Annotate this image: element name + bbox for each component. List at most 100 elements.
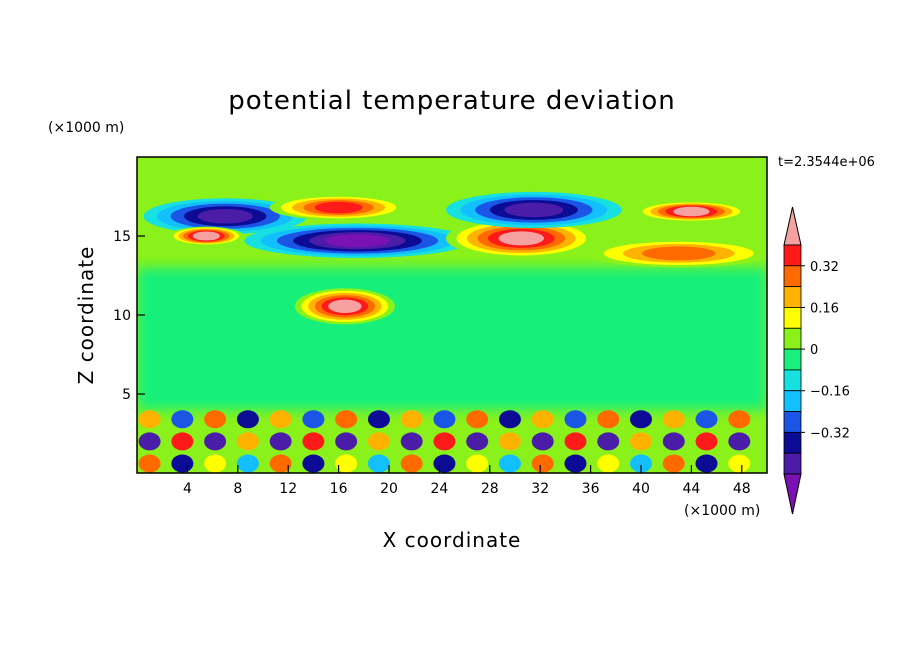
feature-7-level-6	[673, 206, 710, 217]
cell	[597, 454, 620, 473]
y-tick-label: 5	[122, 387, 131, 403]
cell	[367, 454, 390, 473]
cell	[564, 454, 587, 473]
x-tick-label: 32	[531, 481, 549, 497]
y-axis: 5 10 15	[113, 229, 145, 403]
feature-layer	[143, 191, 767, 325]
cell	[597, 432, 620, 451]
time-label: t=2.3544e+06	[778, 155, 875, 170]
cell	[531, 454, 554, 473]
boundary-layer-cells	[138, 410, 751, 473]
cell	[630, 432, 652, 451]
colorbar: 0.32 0.16 0 −0.16 −0.32	[783, 206, 850, 515]
colorbar-box	[783, 307, 802, 329]
x-tick-label: 36	[582, 481, 600, 497]
cell	[138, 432, 161, 451]
feature-4-level-6	[498, 231, 545, 246]
contour-field	[137, 157, 767, 473]
cell	[171, 454, 194, 473]
x-tick-label: 28	[481, 481, 499, 497]
cell	[335, 410, 358, 429]
cell	[302, 410, 325, 429]
cell	[367, 410, 390, 429]
colorbar-box	[783, 431, 802, 454]
x-units-label: (×1000 m)	[684, 503, 761, 519]
x-tick-label: 44	[682, 481, 700, 497]
cell	[236, 410, 259, 429]
colorbar-box	[783, 244, 802, 267]
colorbar-bottom-arrow	[783, 473, 802, 515]
cell	[433, 454, 456, 473]
cell	[269, 454, 292, 473]
x-tick-label: 16	[330, 481, 348, 497]
cell	[433, 432, 456, 451]
x-tick-label: 40	[632, 481, 650, 497]
cell	[204, 432, 227, 451]
cell	[400, 454, 423, 473]
cell	[564, 410, 587, 429]
colorbar-tick-label: 0.16	[810, 301, 839, 316]
cell	[171, 410, 194, 429]
y-tick-label: 10	[113, 308, 131, 324]
cell	[269, 410, 292, 429]
feature-5-level-5	[504, 202, 564, 218]
colorbar-box	[783, 452, 802, 475]
cell	[335, 432, 358, 451]
cell	[204, 454, 227, 473]
cell	[597, 410, 620, 429]
cell	[695, 410, 718, 429]
x-tick-label: 12	[279, 481, 297, 497]
cell	[400, 410, 423, 429]
colorbar-tick-label: −0.16	[810, 385, 850, 400]
cell	[662, 432, 685, 451]
cell	[302, 432, 325, 451]
colorbar-box	[783, 411, 802, 433]
x-tick-label: 24	[430, 481, 448, 497]
cell	[695, 432, 718, 451]
feature-3-level-5	[314, 201, 363, 214]
cell	[466, 454, 489, 473]
cell	[335, 454, 358, 473]
colorbar-box	[783, 369, 802, 392]
cell	[728, 410, 751, 429]
cell	[695, 454, 718, 473]
cell	[498, 410, 521, 429]
feature-0-level-5	[197, 208, 253, 224]
cell	[204, 410, 227, 429]
z-units-label: (×1000 m)	[48, 120, 125, 136]
cell	[662, 454, 685, 473]
cell	[302, 454, 325, 473]
colorbar-tick-label: −0.32	[810, 426, 850, 441]
cell	[236, 454, 259, 473]
cell	[466, 410, 489, 429]
cell	[630, 410, 652, 429]
x-tick-label: 4	[183, 481, 192, 497]
cell	[531, 410, 554, 429]
cell	[564, 432, 587, 451]
x-axis: 4 8 12 16 20 24 28 32 36 40 44 48	[183, 465, 751, 497]
feature-1-level-6	[192, 231, 220, 241]
colorbar-box	[783, 286, 802, 308]
cell	[498, 454, 521, 473]
colorbar-box	[783, 348, 802, 371]
feature-2-level-6	[325, 234, 390, 248]
cell	[269, 432, 292, 451]
cell	[662, 410, 685, 429]
cell	[400, 432, 423, 451]
cell	[171, 432, 194, 451]
cell	[630, 454, 652, 473]
cell	[498, 432, 521, 451]
colorbar-tick-label: 0	[810, 343, 818, 358]
y-tick-label: 15	[113, 229, 131, 245]
colorbar-box	[783, 390, 802, 412]
x-axis-label: X coordinate	[382, 528, 522, 552]
x-tick-label: 20	[380, 481, 398, 497]
feature-8-level-6	[328, 299, 362, 313]
x-tick-label: 48	[733, 481, 751, 497]
cell	[138, 410, 161, 429]
cell	[728, 432, 751, 451]
x-tick-label: 8	[233, 481, 242, 497]
chart-title: potential temperature deviation	[228, 86, 676, 116]
